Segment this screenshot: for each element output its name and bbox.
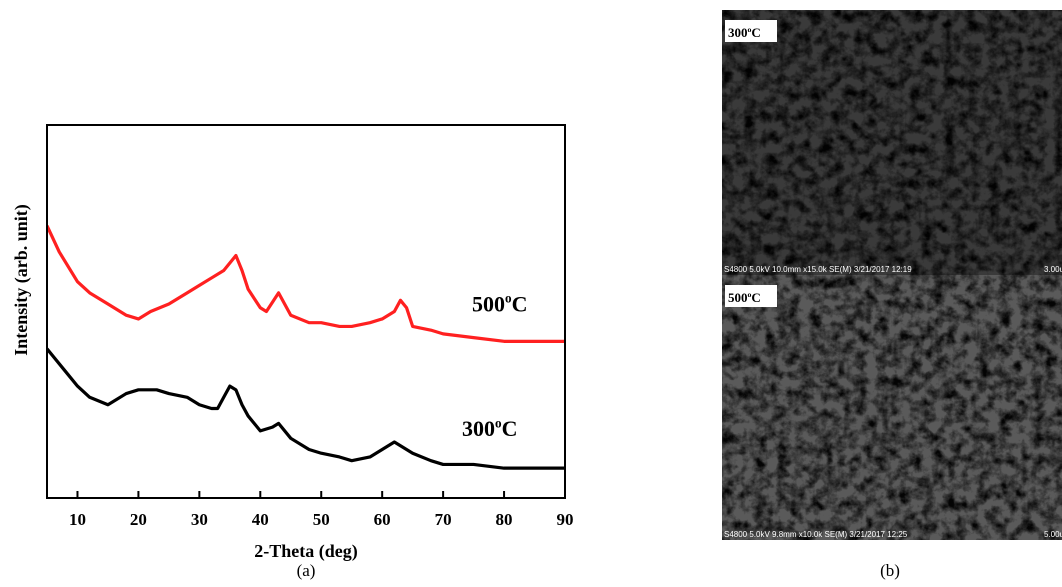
x-tick-label: 80	[496, 510, 513, 529]
x-tick-label: 60	[374, 510, 391, 529]
series-label: 300oC	[728, 25, 761, 40]
label-sup: o	[495, 415, 502, 430]
series-group	[47, 225, 565, 470]
label-sup: o	[748, 25, 752, 34]
caption: (b)	[880, 561, 900, 580]
label-box	[725, 20, 777, 42]
label-sup: o	[505, 291, 512, 306]
x-tick-label: 40	[252, 510, 269, 529]
x-tick-label: 10	[69, 510, 86, 529]
series-label: 500oC	[472, 291, 527, 317]
x-tick-label: 90	[557, 510, 574, 529]
x-axis-label: 2-Theta (deg)	[254, 541, 357, 562]
label-unit: C	[502, 416, 518, 441]
series-label: 500oC	[728, 290, 761, 305]
x-tick-label: 50	[313, 510, 330, 529]
caption: (a)	[297, 561, 316, 580]
label-sup: o	[748, 290, 752, 299]
x-tick-label: 70	[435, 510, 452, 529]
sem-footer: S4800 5.0kV 10.0mm x15.0k SE(M) 3/21/201…	[724, 265, 912, 274]
label-unit: C	[512, 291, 528, 316]
sem-footer: S4800 5.0kV 9.8mm x10.0k SE(M) 3/21/2017…	[724, 530, 908, 539]
sem-texture	[722, 10, 1062, 275]
series-label: 300oC	[462, 415, 517, 441]
y-axis-label: Intensity (arb. unit)	[11, 204, 32, 356]
x-tick-label: 30	[191, 510, 208, 529]
label-unit: C	[751, 290, 760, 305]
plot-frame	[46, 124, 566, 499]
sem-scale: 5.00um	[1044, 530, 1062, 539]
label-number: 500	[472, 291, 505, 316]
data-line	[47, 225, 565, 343]
data-line	[47, 347, 565, 470]
label-number: 300	[462, 416, 495, 441]
label-box	[725, 285, 777, 307]
x-tick-label: 20	[130, 510, 147, 529]
sem-scale: 3.00um	[1044, 265, 1062, 274]
label-number: 500	[728, 290, 748, 305]
sem-texture	[722, 275, 1062, 540]
label-number: 300	[728, 25, 748, 40]
label-unit: C	[751, 25, 760, 40]
